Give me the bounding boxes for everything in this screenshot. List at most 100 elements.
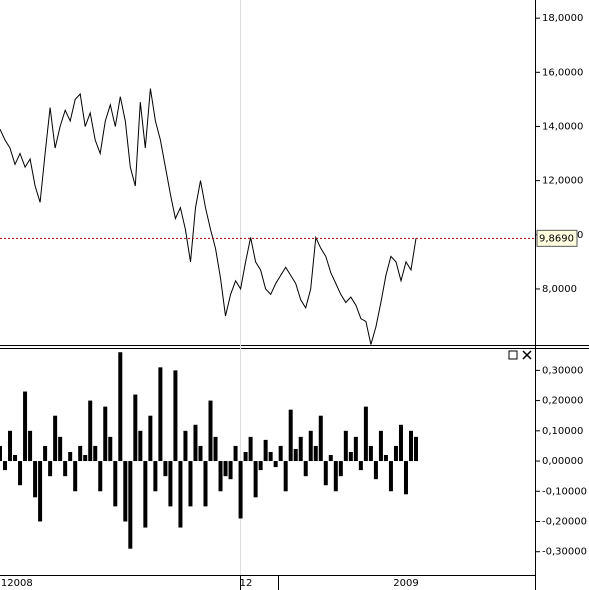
bar	[153, 461, 158, 492]
bar	[68, 451, 73, 462]
bar	[248, 436, 253, 462]
bar	[333, 461, 338, 492]
bar	[368, 445, 373, 462]
bar	[343, 430, 348, 462]
bar	[253, 461, 258, 498]
maximize-icon[interactable]	[508, 350, 518, 360]
bar	[103, 406, 108, 462]
bar	[18, 461, 23, 486]
y-tick-label: -0,10000	[542, 486, 587, 497]
bar	[393, 445, 398, 462]
y-tick-label: 8,0000	[542, 284, 577, 295]
y-tick-label: 0,20000	[542, 396, 583, 407]
bar	[273, 461, 278, 468]
bar	[238, 461, 243, 519]
y-tick-label: 0,00000	[542, 456, 583, 467]
bar	[358, 461, 363, 471]
bar	[283, 461, 288, 492]
bar	[263, 439, 268, 462]
bar	[98, 461, 103, 492]
bar	[388, 461, 393, 492]
y-tick-label: 12,0000	[542, 176, 583, 187]
close-icon[interactable]	[522, 350, 532, 360]
y-tick-label: -0,20000	[542, 516, 587, 527]
bar	[88, 400, 93, 462]
bar	[408, 430, 413, 462]
price-line	[0, 88, 417, 345]
bar	[3, 461, 8, 471]
bar	[288, 409, 293, 462]
bar	[138, 430, 143, 462]
bar	[203, 461, 208, 507]
bar	[73, 461, 78, 492]
bar	[38, 461, 43, 522]
bar	[243, 451, 248, 462]
y-tick-label: 18,0000	[542, 13, 583, 24]
bar	[48, 461, 53, 477]
x-tick-label: 2008	[7, 578, 32, 589]
x-tick-label: 12	[240, 578, 253, 589]
bar	[93, 445, 98, 462]
bar	[123, 461, 128, 522]
y-tick-label: -0,30000	[542, 547, 587, 558]
bar	[228, 461, 233, 480]
bar	[338, 461, 343, 477]
bar	[0, 445, 2, 462]
bar	[398, 424, 403, 462]
bar	[118, 352, 123, 462]
bar	[143, 461, 148, 528]
x-tick-label: 1	[1, 578, 7, 589]
bar	[58, 436, 63, 462]
bar	[328, 455, 333, 462]
bar	[108, 436, 113, 462]
bar	[268, 451, 273, 462]
bar	[158, 367, 163, 462]
bar	[308, 430, 313, 462]
bar	[13, 455, 18, 462]
bar	[168, 461, 173, 507]
bar	[78, 445, 83, 462]
bar	[83, 455, 88, 462]
bar	[128, 461, 133, 549]
bar	[28, 430, 33, 462]
bar	[383, 455, 388, 462]
bar	[258, 461, 263, 471]
bar	[198, 445, 203, 462]
bar	[348, 451, 353, 462]
bar	[353, 436, 358, 462]
bar	[223, 461, 228, 477]
y-tick-label: 0,30000	[542, 365, 583, 376]
bar	[173, 370, 178, 462]
bar	[208, 400, 213, 462]
bar	[323, 461, 328, 486]
bar	[233, 445, 238, 462]
bar	[298, 436, 303, 462]
bar	[378, 430, 383, 462]
bar	[313, 445, 318, 462]
bar	[33, 461, 38, 498]
bar	[183, 430, 188, 462]
bar	[148, 415, 153, 462]
bar	[43, 445, 48, 462]
bar	[293, 448, 298, 462]
bar	[278, 445, 283, 462]
y-tick-label: 0,10000	[542, 426, 583, 437]
bar	[318, 415, 323, 462]
bar	[363, 406, 368, 462]
bar	[178, 461, 183, 528]
bar	[373, 461, 378, 480]
last-value-box	[536, 229, 578, 247]
bar	[53, 415, 58, 462]
bar	[188, 461, 193, 507]
bar	[403, 461, 408, 495]
bar	[133, 394, 138, 462]
bar	[218, 461, 223, 492]
bar	[163, 461, 168, 477]
bar	[193, 424, 198, 462]
bar	[303, 461, 308, 477]
last-value-label: 9,8690	[539, 233, 574, 244]
bar	[63, 461, 68, 477]
bar	[23, 391, 28, 462]
